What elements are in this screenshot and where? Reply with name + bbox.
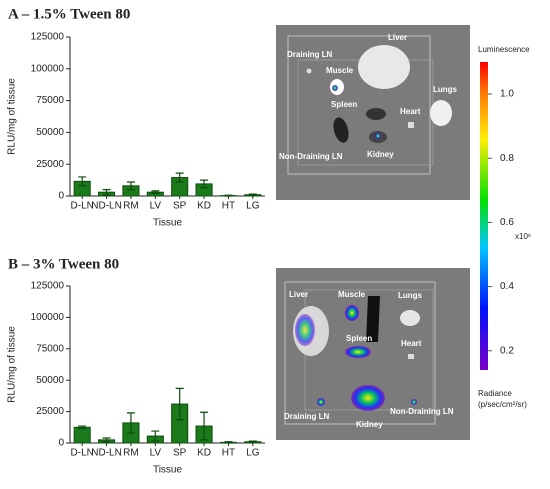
y-tick-label: 125000	[31, 281, 65, 292]
y-axis-label: RLU/mg of tissue	[7, 326, 18, 403]
colorbar-footer: Radiance	[478, 389, 512, 398]
luminescence-image-b: Liver Muscle Lungs Spleen Heart Draining…	[276, 268, 470, 440]
x-tick-label: ND-LN	[91, 201, 122, 212]
error-bar	[200, 411, 209, 441]
x-tick-label: SP	[173, 448, 187, 459]
y-tick-label: 25000	[36, 159, 64, 170]
colorbar-tick-label: 0.2	[500, 345, 514, 356]
error-bar	[248, 440, 257, 443]
y-tick-label: 75000	[36, 343, 64, 354]
y-tick-label: 125000	[31, 32, 65, 43]
colorbar-footer: (p/sec/cm²/sr)	[478, 400, 527, 409]
x-tick-label: LV	[150, 448, 162, 459]
colorbar-tick-label: 0.8	[500, 153, 514, 164]
error-bar	[175, 172, 184, 183]
x-axis-label: Tissue	[153, 218, 183, 229]
x-tick-label: HT	[222, 448, 235, 459]
image-label: Heart	[401, 339, 422, 348]
x-tick-label: KD	[197, 448, 211, 459]
luminescence-image-a: Draining LN Liver Muscle Lungs Spleen He…	[276, 25, 470, 200]
error-bar	[126, 412, 135, 434]
y-tick-label: 50000	[36, 127, 64, 138]
x-tick-label: LV	[150, 201, 162, 212]
image-label: Kidney	[367, 150, 394, 159]
image-label: Lungs	[398, 291, 423, 300]
image-label: Liver	[289, 290, 308, 299]
image-label: Non-Draining LN	[390, 407, 454, 416]
error-bar	[102, 437, 111, 443]
x-tick-label: LG	[246, 201, 260, 212]
x-tick-label: HT	[222, 201, 235, 212]
error-bar	[78, 425, 87, 430]
y-tick-label: 50000	[36, 375, 64, 386]
image-label: Non-Draining LN	[279, 152, 343, 161]
chart-title: A – 1.5% Tween 80	[8, 6, 130, 22]
error-bar	[200, 179, 209, 189]
image-label: Liver	[388, 33, 407, 42]
colorbar-tick-label: 1.0	[500, 89, 514, 100]
image-label: Kidney	[356, 420, 383, 429]
colorbar-ramp	[480, 62, 488, 370]
y-tick-label: 25000	[36, 406, 64, 417]
x-tick-label: RM	[123, 201, 139, 212]
error-bar	[78, 176, 87, 187]
image-label: Muscle	[326, 66, 354, 75]
colorbar-title: Luminescence	[478, 45, 530, 54]
colorbar-tick-label: 0.4	[500, 281, 514, 292]
error-bar	[151, 190, 160, 195]
x-tick-label: RM	[123, 448, 139, 459]
colorbar-tick-label: 0.6	[500, 217, 514, 228]
x-tick-label: D-LN	[71, 448, 94, 459]
y-tick-label: 100000	[31, 63, 65, 74]
y-tick-label: 0	[58, 191, 64, 202]
x-tick-label: D-LN	[71, 201, 94, 212]
error-bar	[248, 193, 257, 196]
colorbar: Luminescence x10⁶ Radiance (p/sec/cm²/sr…	[478, 45, 531, 409]
y-tick-label: 0	[58, 438, 64, 449]
error-bar	[126, 181, 135, 191]
error-bar	[151, 430, 160, 442]
image-label: Muscle	[338, 290, 366, 299]
image-label: Draining LN	[287, 50, 333, 59]
chart-title: B – 3% Tween 80	[8, 256, 119, 272]
x-tick-label: LG	[246, 448, 260, 459]
image-label: Lungs	[433, 85, 458, 94]
colorbar-unit: x10⁶	[515, 232, 531, 241]
bar	[73, 426, 91, 444]
x-tick-label: SP	[173, 201, 187, 212]
y-axis-label: RLU/mg of tissue	[7, 78, 18, 155]
x-tick-label: ND-LN	[91, 448, 122, 459]
error-bar	[224, 194, 233, 197]
image-label: Draining LN	[284, 412, 330, 421]
error-bar	[224, 441, 233, 444]
error-bar	[102, 189, 111, 196]
y-tick-label: 100000	[31, 312, 65, 323]
error-bar	[175, 387, 184, 421]
image-label: Spleen	[346, 334, 372, 343]
y-tick-label: 75000	[36, 95, 64, 106]
x-tick-label: KD	[197, 201, 211, 212]
x-axis-label: Tissue	[153, 465, 183, 476]
image-label: Spleen	[331, 100, 357, 109]
image-label: Heart	[400, 107, 421, 116]
